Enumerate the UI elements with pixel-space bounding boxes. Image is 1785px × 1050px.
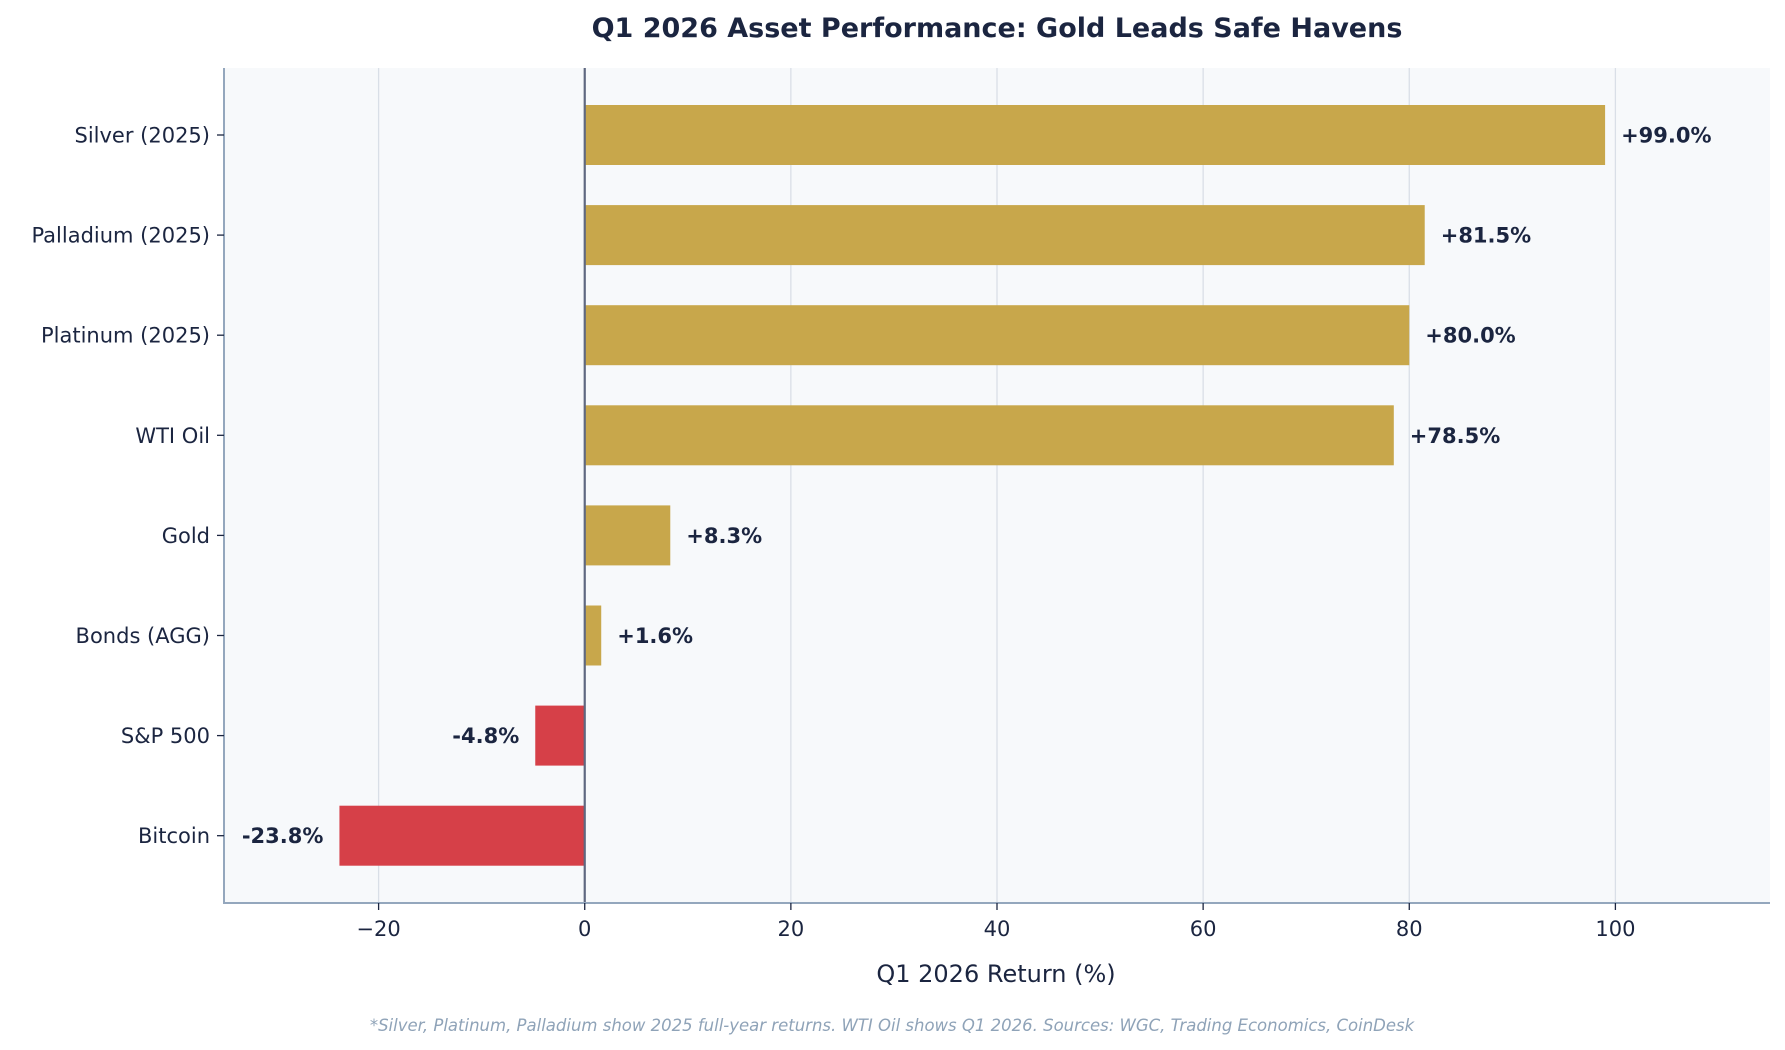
data-label: +8.3%: [686, 524, 762, 548]
x-axis-label: Q1 2026 Return (%): [876, 960, 1115, 988]
y-tick-label: Palladium (2025): [31, 224, 210, 248]
y-axis: Silver (2025) Palladium (2025) Platinum (2…: [31, 124, 224, 848]
x-tick-label: 0: [578, 917, 591, 941]
x-tick-label: −20: [356, 917, 400, 941]
x-tick-label: 40: [984, 917, 1011, 941]
data-label: +80.0%: [1425, 324, 1515, 348]
y-tick-label: WTI Oil: [135, 424, 210, 448]
bar-silver-2025: [584, 105, 1606, 165]
bar-platinum-2025: [584, 305, 1410, 366]
footnote: *Silver, Platinum, Palladium show 2025 f…: [370, 1016, 1416, 1035]
bar-gold: [584, 505, 671, 566]
data-label: +99.0%: [1621, 124, 1711, 148]
x-tick-label: 80: [1396, 917, 1423, 941]
y-tick-label: Platinum (2025): [41, 324, 210, 348]
data-label: +78.5%: [1410, 424, 1500, 448]
bar-bonds-agg: [584, 605, 602, 666]
y-tick-label: Silver (2025): [75, 124, 211, 148]
y-tick-label: S&P 500: [121, 724, 210, 748]
bar-wti-oil: [584, 405, 1394, 466]
y-tick-label: Bonds (AGG): [76, 624, 210, 648]
bar-bitcoin: [339, 805, 585, 866]
data-label: -23.8%: [242, 824, 324, 848]
chart-title: Q1 2026 Asset Performance: Gold Leads Sa…: [592, 13, 1403, 44]
bar-palladium-2025: [584, 205, 1425, 266]
bar-s-p-500: [535, 705, 585, 766]
data-label: +81.5%: [1441, 224, 1531, 248]
x-tick-label: 100: [1595, 917, 1635, 941]
y-tick-label: Gold: [162, 524, 210, 548]
y-tick-label: Bitcoin: [138, 824, 210, 848]
data-labels: +99.0% +81.5% +80.0% +78.5% +8.3% +1.6% -4.8% -…: [242, 124, 1712, 849]
bars: [339, 105, 1606, 866]
data-label: -4.8%: [452, 724, 519, 748]
x-tick-label: 60: [1190, 917, 1217, 941]
x-axis: −20 0 20 40 60 80 100: [356, 903, 1635, 941]
data-label: +1.6%: [617, 624, 693, 648]
x-tick-label: 20: [777, 917, 804, 941]
